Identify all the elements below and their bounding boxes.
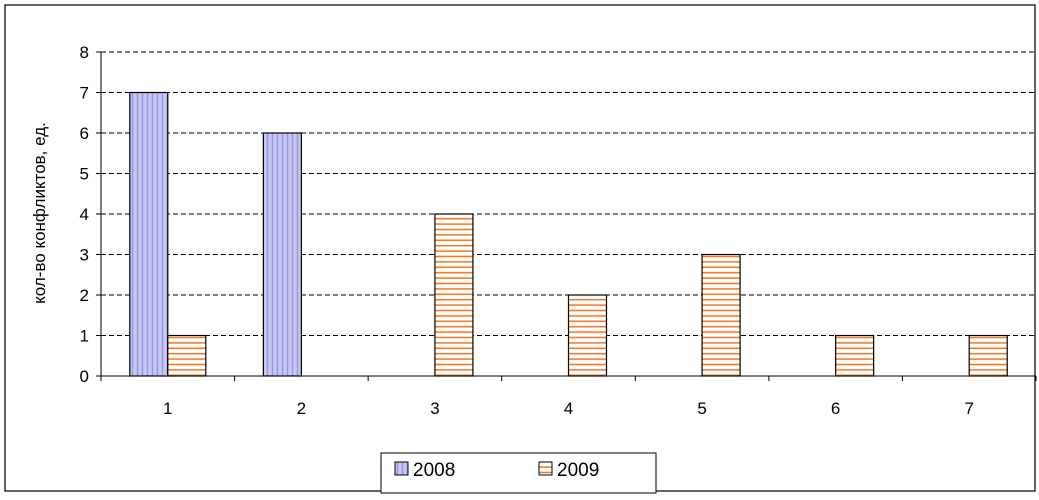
x-tick-label: 3	[430, 399, 439, 418]
legend: 2008 2009	[380, 452, 657, 494]
y-tick-label: 1	[80, 327, 89, 346]
bar-2009-1	[167, 334, 207, 377]
bar-2009-4	[567, 294, 608, 377]
y-axis-label: кол-во конфликтов, ед.	[30, 122, 49, 304]
y-tick-label: 3	[80, 246, 89, 265]
x-tick-label: 5	[697, 399, 706, 418]
x-tick-label: 6	[831, 399, 840, 418]
x-tick-label: 7	[964, 399, 973, 418]
y-tick-label: 2	[80, 286, 89, 305]
bar-2008-1	[129, 91, 169, 377]
x-tick-label: 2	[297, 399, 306, 418]
gridlines	[101, 51, 1036, 336]
y-tick-label: 5	[80, 165, 89, 184]
chart-border	[4, 4, 1036, 492]
legend-swatch-2009	[538, 461, 553, 476]
y-axis-ticks: 0 1 2 3 4 5 6 7 8	[80, 43, 101, 386]
x-axis-ticks: 1 2 3 4 5 6 7	[100, 376, 1037, 418]
bar-2008-2	[262, 132, 302, 377]
bar-2009-6	[835, 334, 875, 377]
x-tick-label: 1	[163, 399, 172, 418]
y-tick-label: 7	[80, 84, 89, 103]
y-tick-label: 4	[80, 205, 89, 224]
bar-2009-7	[968, 334, 1008, 377]
legend-label-2008: 2008	[413, 460, 455, 481]
bar-2009-3	[434, 213, 474, 377]
legend-box	[380, 452, 657, 494]
y-tick-label: 0	[80, 367, 89, 386]
bar-2009-5	[701, 253, 741, 377]
y-tick-label: 8	[80, 43, 89, 62]
legend-label-2009: 2009	[557, 460, 599, 481]
legend-swatch-2008	[394, 461, 409, 476]
y-tick-label: 6	[80, 124, 89, 143]
x-tick-label: 4	[564, 399, 573, 418]
